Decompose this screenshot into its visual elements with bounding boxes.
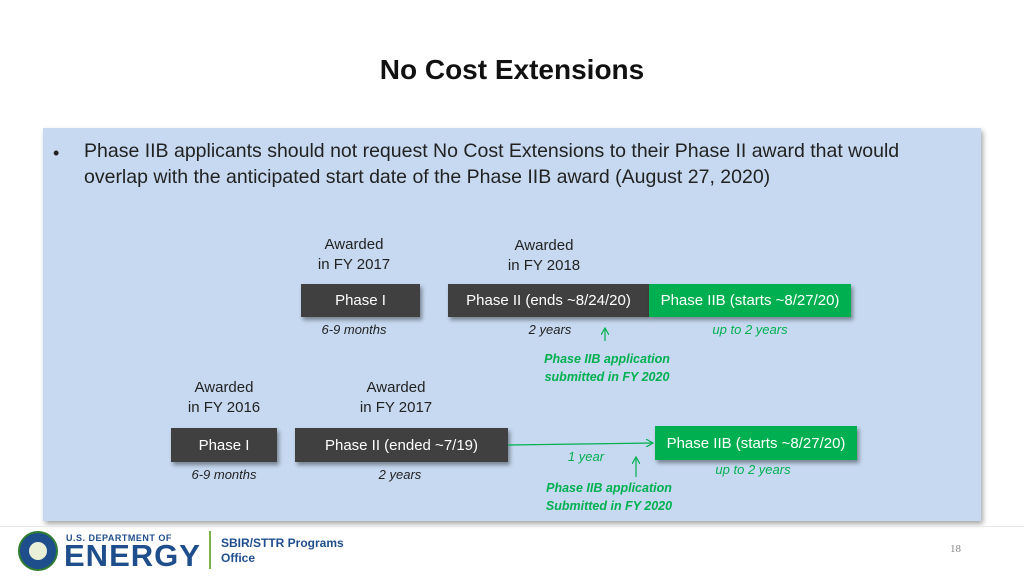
slide-title: No Cost Extensions	[379, 54, 645, 85]
row2-application-note: Phase IIB application Submitted in FY 20…	[529, 479, 689, 515]
row2-awarded-phase1-line1: Awarded	[194, 379, 254, 396]
row2-gap-duration: 1 year	[567, 449, 605, 464]
row1-awarded-phase2-line2: in FY 2018	[507, 257, 581, 274]
row1-awarded-phase1-line1: Awarded	[324, 236, 384, 253]
row1-awarded-phase1: Awarded in FY 2017	[304, 235, 404, 275]
page-number: 18	[950, 543, 961, 555]
bullet-line-1: Phase IIB applicants should not request …	[84, 140, 900, 162]
footer-divider	[0, 526, 1024, 527]
row2-awarded-phase2-line2: in FY 2017	[359, 399, 433, 416]
office-name-line2: Office	[221, 551, 256, 565]
row1-application-note: Phase IIB application submitted in FY 20…	[527, 350, 687, 386]
row2-duration-phase2: 2 years	[378, 467, 422, 482]
logo-divider	[209, 531, 211, 569]
office-name-line1: SBIR/STTR Programs	[221, 536, 344, 550]
row2-duration-phase1: 6-9 months	[191, 467, 257, 482]
row1-awarded-phase2: Awarded in FY 2018	[494, 236, 594, 276]
doe-logo-wordmark: ENERGY	[64, 538, 201, 573]
row1-phase2b-box: Phase IIB (starts ~8/27/20)	[649, 284, 851, 317]
row2-awarded-phase2-line1: Awarded	[366, 379, 426, 396]
row1-note-line1: Phase IIB application	[544, 352, 670, 366]
row2-awarded-phase2: Awarded in FY 2017	[346, 378, 446, 418]
doe-seal-icon	[18, 531, 58, 571]
row2-gap-arrow	[507, 443, 652, 445]
row1-duration-phase2b: up to 2 years	[712, 322, 788, 337]
row1-awarded-phase2-line1: Awarded	[514, 237, 574, 254]
row2-note-line1: Phase IIB application	[546, 481, 672, 495]
row2-awarded-phase1: Awarded in FY 2016	[174, 378, 274, 418]
row2-phase2b-box: Phase IIB (starts ~8/27/20)	[655, 426, 857, 460]
row1-note-line2: submitted in FY 2020	[544, 370, 670, 384]
row1-duration-phase1: 6-9 months	[321, 322, 387, 337]
doe-logo-top-text: U.S. DEPARTMENT OF	[66, 533, 172, 543]
row2-duration-phase2b: up to 2 years	[715, 462, 791, 477]
row1-duration-phase2: 2 years	[528, 322, 572, 337]
bullet-text: Phase IIB applicants should not request …	[84, 138, 944, 190]
row2-phase1-box: Phase I	[171, 428, 277, 462]
row1-phase1-box: Phase I	[301, 284, 420, 317]
row2-note-line2: Submitted in FY 2020	[545, 499, 673, 513]
row2-phase2-box: Phase II (ended ~7/19)	[295, 428, 508, 462]
bullet-line-2: overlap with the anticipated start date …	[84, 166, 771, 188]
bullet-marker: •	[53, 143, 60, 163]
row2-awarded-phase1-line2: in FY 2016	[187, 399, 261, 416]
row1-phase2-box: Phase II (ends ~8/24/20)	[448, 284, 649, 317]
row1-awarded-phase1-line2: in FY 2017	[317, 256, 391, 273]
